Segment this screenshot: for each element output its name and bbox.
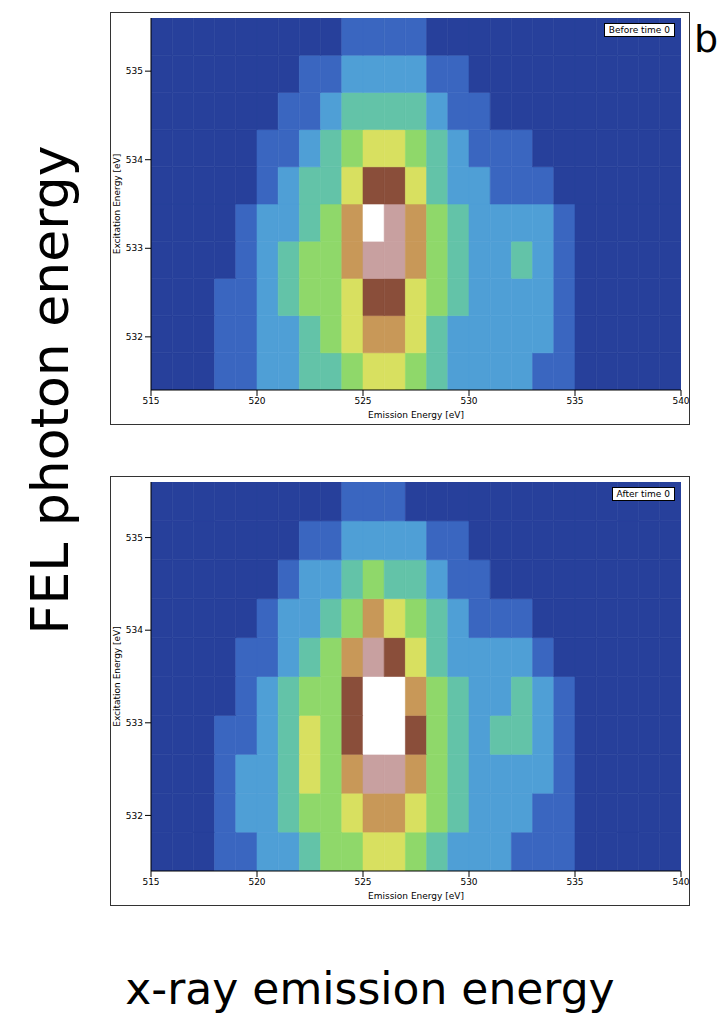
svg-text:534: 534 [126, 155, 143, 165]
svg-text:530: 530 [460, 396, 477, 406]
svg-text:532: 532 [126, 332, 143, 342]
svg-text:530: 530 [460, 877, 477, 887]
svg-text:533: 533 [126, 718, 143, 728]
svg-text:b: b [694, 17, 718, 61]
svg-text:534: 534 [126, 625, 143, 635]
svg-text:Excitation Energy [eV]: Excitation Energy [eV] [112, 626, 122, 727]
svg-text:515: 515 [142, 877, 159, 887]
svg-text:535: 535 [126, 66, 143, 76]
svg-text:535: 535 [566, 877, 583, 887]
svg-text:Emission Energy [eV]: Emission Energy [eV] [368, 891, 464, 901]
svg-text:Emission Energy [eV]: Emission Energy [eV] [368, 410, 464, 420]
svg-text:Excitation Energy [eV]: Excitation Energy [eV] [112, 154, 122, 255]
svg-text:532: 532 [126, 811, 143, 821]
svg-text:533: 533 [126, 243, 143, 253]
svg-text:535: 535 [566, 396, 583, 406]
svg-text:515: 515 [142, 396, 159, 406]
svg-text:540: 540 [672, 396, 689, 406]
svg-text:520: 520 [248, 396, 265, 406]
svg-text:535: 535 [126, 533, 143, 543]
svg-text:x-ray emission energy: x-ray emission energy [125, 963, 614, 1014]
svg-text:525: 525 [354, 877, 371, 887]
html-text:Before time 0: Before time 0 [608, 25, 670, 35]
svg-text:520: 520 [248, 877, 265, 887]
svg-text:FEL photon energy: FEL photon energy [20, 146, 80, 635]
svg-text:525: 525 [354, 396, 371, 406]
svg-text:540: 540 [672, 877, 689, 887]
html-text:After time 0: After time 0 [616, 489, 670, 499]
